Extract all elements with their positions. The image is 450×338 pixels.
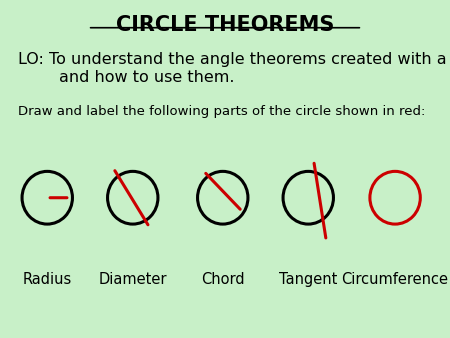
Text: Circumference: Circumference [342,272,449,287]
Text: Draw and label the following parts of the circle shown in red:: Draw and label the following parts of th… [18,105,425,118]
Text: Radius: Radius [22,272,72,287]
Text: Diameter: Diameter [99,272,167,287]
Text: Tangent: Tangent [279,272,338,287]
Text: CIRCLE THEOREMS: CIRCLE THEOREMS [116,15,334,35]
Text: Chord: Chord [201,272,244,287]
Text: LO: To understand the angle theorems created with a circle
        and how to us: LO: To understand the angle theorems cre… [18,52,450,85]
